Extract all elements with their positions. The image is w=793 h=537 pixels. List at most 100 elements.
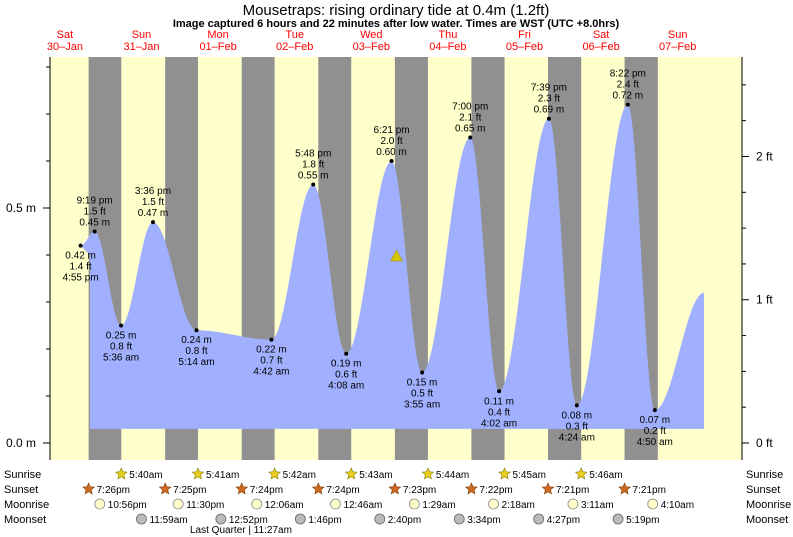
sun-moon-rows: Sunrise Sunrise Sunset Sunset Moonrise Moonri… (4, 467, 791, 536)
sunset-time: 7:24pm (250, 485, 283, 496)
tide-point (344, 351, 349, 356)
moonrise-time: 10:56pm (108, 500, 147, 511)
tide-label-text: 2.3 ft (538, 94, 560, 105)
tide-label-text: 0.11 m (484, 396, 514, 407)
high-tide-label: 6:21 pm2.0 ft0.60 m (373, 125, 410, 163)
sunset-time: 7:26pm (97, 485, 130, 496)
sunrise-icon (574, 467, 588, 480)
moonrise-icon (567, 498, 579, 510)
tide-point (92, 229, 97, 234)
moon-phase-note: Last Quarter | 11:27am (190, 525, 292, 536)
moonrise-icon (488, 498, 499, 510)
tide-label-text: 3:55 am (404, 400, 440, 411)
tide-point (78, 243, 83, 248)
row-label-left: Moonset (4, 514, 46, 526)
tide-label-text: 2.4 ft (617, 80, 639, 91)
moonrise-time: 2:18am (502, 500, 535, 511)
sunrise-icon (498, 467, 512, 480)
tide-point (546, 116, 551, 121)
moonrise-icon (172, 498, 184, 510)
chart-title: Mousetraps: rising ordinary tide at 0.4m… (243, 2, 550, 19)
moonrise-icon (408, 498, 420, 510)
row-label-right: Sunset (746, 484, 780, 496)
tide-label-text: 0.4 ft (488, 407, 510, 418)
tide-label-text: 4:42 am (253, 367, 289, 378)
left-tick-label: 0.0 m (6, 436, 36, 450)
sunrise-time: 5:40am (129, 470, 162, 481)
moonrise-time: 3:11am (581, 500, 614, 511)
tide-label-text: 0.69 m (534, 105, 565, 116)
tide-label-text: 4:50 am (637, 437, 673, 448)
high-tide-label: 8:22 pm2.4 ft0.72 m (610, 69, 646, 107)
tide-label-text: 2.0 ft (380, 136, 402, 147)
tide-label-text: 0.3 ft (566, 421, 588, 432)
low-tide-label: 0.24 m0.8 ft5:14 am (178, 328, 215, 368)
tide-label-text: 0.7 ft (260, 356, 282, 367)
moonrise-time: 11:30pm (186, 500, 224, 511)
row-label-right: Moonrise (746, 499, 791, 511)
day-date: 03–Feb (353, 41, 390, 53)
tide-label-text: 0.65 m (455, 124, 486, 135)
day-date: 01–Feb (199, 41, 236, 53)
moonset-time: 11:59am (149, 515, 187, 526)
row-label-right: Moonset (746, 514, 788, 526)
sunrise-time: 5:45am (513, 470, 546, 481)
chart-subtitle: Image captured 6 hours and 22 minutes af… (173, 18, 620, 30)
high-tide-label: 0.42 m1.4 ft4:55 pm (63, 243, 99, 284)
tide-label-text: 7:00 pm (452, 102, 488, 113)
row-label-right: Sunrise (746, 469, 783, 481)
moonrise-icon (330, 498, 341, 510)
tide-label-text: 3:36 pm (135, 186, 171, 197)
tide-label-text: 0.8 ft (110, 342, 132, 353)
moonset-time: 1:46pm (308, 515, 341, 526)
tide-point (468, 135, 473, 140)
tide-label-text: 0.55 m (298, 171, 329, 182)
tide-label-text: 1.5 ft (142, 197, 164, 208)
tide-label-text: 0.22 m (256, 345, 287, 356)
tide-label-text: 0.15 m (407, 378, 438, 389)
sunset-icon (82, 482, 96, 495)
day-name: Sun (668, 29, 688, 41)
tide-point (497, 389, 502, 394)
day-date: 05–Feb (506, 41, 543, 53)
sunrise-icon (114, 467, 128, 480)
tide-label-text: 0.24 m (181, 335, 212, 346)
tide-point (150, 220, 155, 225)
row-label-left: Moonrise (4, 499, 49, 511)
tide-point (194, 328, 199, 333)
right-tick-label: 1 ft (756, 293, 773, 307)
tide-label-text: 4:55 pm (63, 273, 99, 284)
sunset-icon (618, 482, 632, 495)
tide-label-text: 0.5 ft (411, 389, 433, 400)
tide-label-text: 9:19 pm (77, 196, 113, 207)
tide-point (420, 370, 425, 375)
low-tide-label: 0.15 m0.5 ft3:55 am (404, 370, 440, 411)
sunrise-time: 5:42am (283, 470, 316, 481)
sunset-icon (158, 482, 172, 495)
sunset-time: 7:25pm (173, 485, 206, 496)
moonrise-time: 12:06am (265, 500, 304, 511)
moonrise-time: 1:29am (422, 500, 455, 511)
tide-label-text: 0.42 m (65, 251, 96, 262)
row-label-left: Sunrise (4, 469, 41, 481)
day-date: 04–Feb (429, 41, 466, 53)
tide-label-text: 0.2 ft (644, 426, 666, 437)
day-date: 07–Feb (659, 41, 696, 53)
tide-label-text: 4:24 am (559, 432, 595, 443)
moonset-time: 2:40pm (388, 515, 421, 526)
tide-label-text: 4:02 am (481, 418, 517, 429)
moonset-icon (453, 513, 465, 525)
sunset-time: 7:22pm (479, 485, 512, 496)
moonset-icon (294, 513, 306, 525)
sunset-time: 7:21pm (633, 485, 666, 496)
day-name: Sat (593, 29, 610, 41)
tide-label-text: 0.19 m (331, 359, 362, 370)
tide-point (625, 102, 630, 107)
tide-point (311, 182, 316, 187)
tide-label-text: 0.07 m (640, 415, 671, 426)
tide-label-text: 0.45 m (79, 218, 110, 229)
high-tide-label: 7:00 pm2.1 ft0.65 m (452, 102, 488, 140)
sunset-icon (311, 482, 325, 495)
right-tick-label: 0 ft (756, 436, 773, 450)
